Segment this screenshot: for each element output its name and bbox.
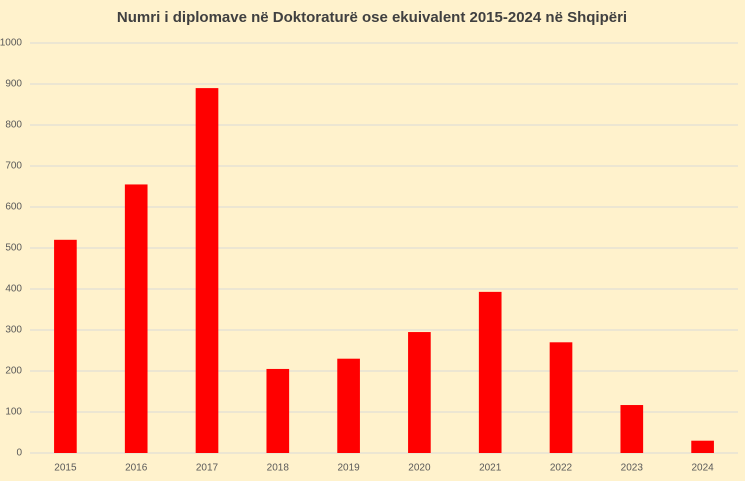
y-tick-label: 800	[5, 120, 22, 131]
y-tick-label: 1000	[0, 38, 22, 49]
y-tick-label: 0	[16, 448, 22, 459]
bar	[620, 405, 644, 453]
y-tick-label: 400	[5, 284, 22, 295]
bar	[691, 440, 714, 453]
x-tick-label: 2015	[54, 463, 77, 474]
y-tick-label: 100	[5, 407, 22, 418]
y-tick-label: 200	[5, 366, 22, 377]
bar	[478, 291, 502, 453]
x-tick-label: 2023	[621, 463, 644, 474]
x-tick-label: 2022	[550, 463, 573, 474]
y-tick-label: 900	[5, 79, 22, 90]
x-tick-label: 2018	[267, 463, 290, 474]
x-tick-label: 2017	[196, 463, 219, 474]
x-tick-label: 2024	[691, 463, 714, 474]
bar	[124, 184, 148, 453]
y-tick-label: 300	[5, 325, 22, 336]
y-tick-label: 500	[5, 243, 22, 254]
y-tick-label: 600	[5, 202, 22, 213]
bar	[549, 342, 573, 453]
bar	[266, 368, 290, 453]
x-tick-label: 2020	[408, 463, 431, 474]
x-tick-label: 2019	[337, 463, 360, 474]
chart-title: Numri i diplomave në Doktoraturë ose eku…	[117, 9, 627, 26]
bar	[337, 358, 360, 453]
bar	[54, 239, 77, 453]
y-tick-label: 700	[5, 161, 22, 172]
x-tick-label: 2016	[125, 463, 148, 474]
x-tick-label: 2021	[479, 463, 502, 474]
bar	[195, 88, 219, 453]
bar	[408, 332, 431, 453]
